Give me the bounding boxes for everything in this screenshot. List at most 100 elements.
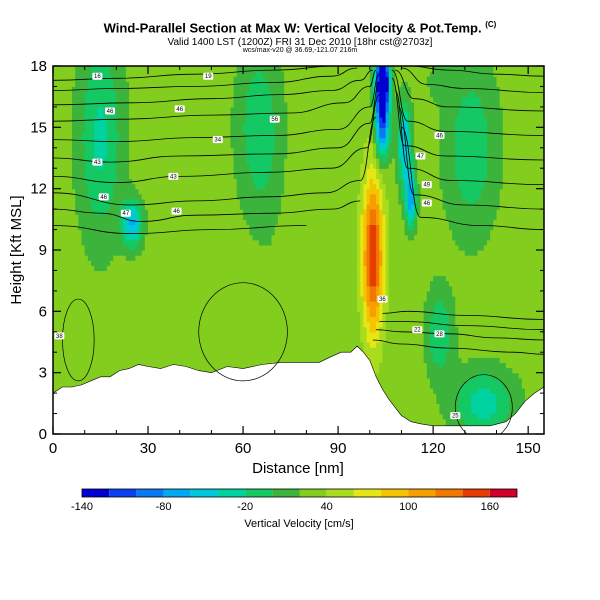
field-cell <box>208 229 212 236</box>
field-cell <box>163 193 168 200</box>
field-cell <box>94 311 98 318</box>
field-cell <box>208 168 212 174</box>
field-cell <box>217 275 222 282</box>
field-cell <box>255 127 260 134</box>
field-cell <box>154 152 159 159</box>
field-cell <box>262 326 266 333</box>
field-cell <box>176 347 181 353</box>
field-cell <box>224 193 228 200</box>
field-cell <box>94 229 98 236</box>
field-cell <box>214 66 219 72</box>
field-cell <box>239 81 244 88</box>
field-cell <box>201 321 206 328</box>
field-cell <box>224 321 228 328</box>
field-cell <box>173 91 178 98</box>
field-cell <box>119 290 124 297</box>
field-cell <box>208 311 212 318</box>
field-cell <box>182 331 187 338</box>
field-cell <box>217 229 222 236</box>
field-cell <box>62 336 67 343</box>
field-cell <box>94 239 98 246</box>
field-cell <box>198 301 203 307</box>
field-cell <box>262 101 266 108</box>
field-cell <box>141 168 146 174</box>
field-cell <box>132 224 136 231</box>
field-cell <box>157 255 162 261</box>
field-cell <box>163 321 168 328</box>
field-cell <box>173 306 178 312</box>
field-cell <box>125 96 130 103</box>
field-cell <box>192 347 197 353</box>
field-cell <box>141 311 146 318</box>
field-cell <box>113 229 117 236</box>
field-cell <box>65 71 70 77</box>
field-cell <box>239 198 244 205</box>
field-cell <box>186 250 190 256</box>
field-cell <box>255 76 260 82</box>
field-cell <box>268 219 273 226</box>
field-cell <box>154 117 159 123</box>
field-cell <box>265 91 270 98</box>
field-cell <box>262 112 266 118</box>
field-cell <box>91 137 95 144</box>
field-cell <box>62 106 67 113</box>
field-cell <box>160 183 165 190</box>
field-cell <box>192 331 197 338</box>
field-cell <box>91 244 95 251</box>
field-cell <box>258 357 263 364</box>
field-cell <box>255 290 260 297</box>
field-cell <box>91 250 95 256</box>
field-cell <box>160 316 165 323</box>
field-cell <box>160 280 165 287</box>
field-cell <box>236 229 241 236</box>
field-cell <box>230 188 235 195</box>
field-cell <box>129 112 133 118</box>
field-cell <box>214 301 219 307</box>
field-cell <box>268 260 273 266</box>
field-cell <box>72 209 76 215</box>
field-cell <box>65 250 70 256</box>
field-cell <box>167 229 171 236</box>
field-cell <box>265 255 270 261</box>
field-cell <box>236 188 241 195</box>
field-cell <box>176 244 181 251</box>
field-cell <box>170 147 174 154</box>
field-cell <box>75 342 79 348</box>
field-cell <box>265 285 270 292</box>
field-cell <box>56 290 60 297</box>
field-cell <box>236 296 241 302</box>
field-cell <box>224 275 228 282</box>
field-cell <box>84 173 89 180</box>
field-cell <box>227 214 231 220</box>
field-cell <box>205 219 209 226</box>
field-cell <box>129 76 133 82</box>
field-cell <box>125 229 130 236</box>
field-cell <box>170 260 174 266</box>
field-cell <box>233 117 238 123</box>
field-cell <box>243 147 247 154</box>
field-cell <box>138 270 143 277</box>
field-cell <box>192 275 197 282</box>
field-cell <box>106 255 111 261</box>
field-cell <box>208 326 212 333</box>
field-cell <box>72 234 76 241</box>
field-cell <box>255 91 260 98</box>
field-cell <box>198 336 203 343</box>
field-cell <box>252 331 257 338</box>
field-cell <box>106 285 111 292</box>
field-cell <box>192 142 197 149</box>
field-cell <box>208 204 212 210</box>
field-cell <box>214 270 219 277</box>
field-cell <box>243 326 247 333</box>
field-cell <box>160 234 165 241</box>
field-cell <box>176 183 181 190</box>
field-cell <box>252 122 257 128</box>
field-cell <box>230 142 235 149</box>
field-cell <box>243 219 247 226</box>
field-cell <box>265 198 270 205</box>
field-cell <box>249 316 254 323</box>
field-cell <box>255 132 260 139</box>
field-cell <box>182 265 187 272</box>
field-cell <box>65 168 70 174</box>
